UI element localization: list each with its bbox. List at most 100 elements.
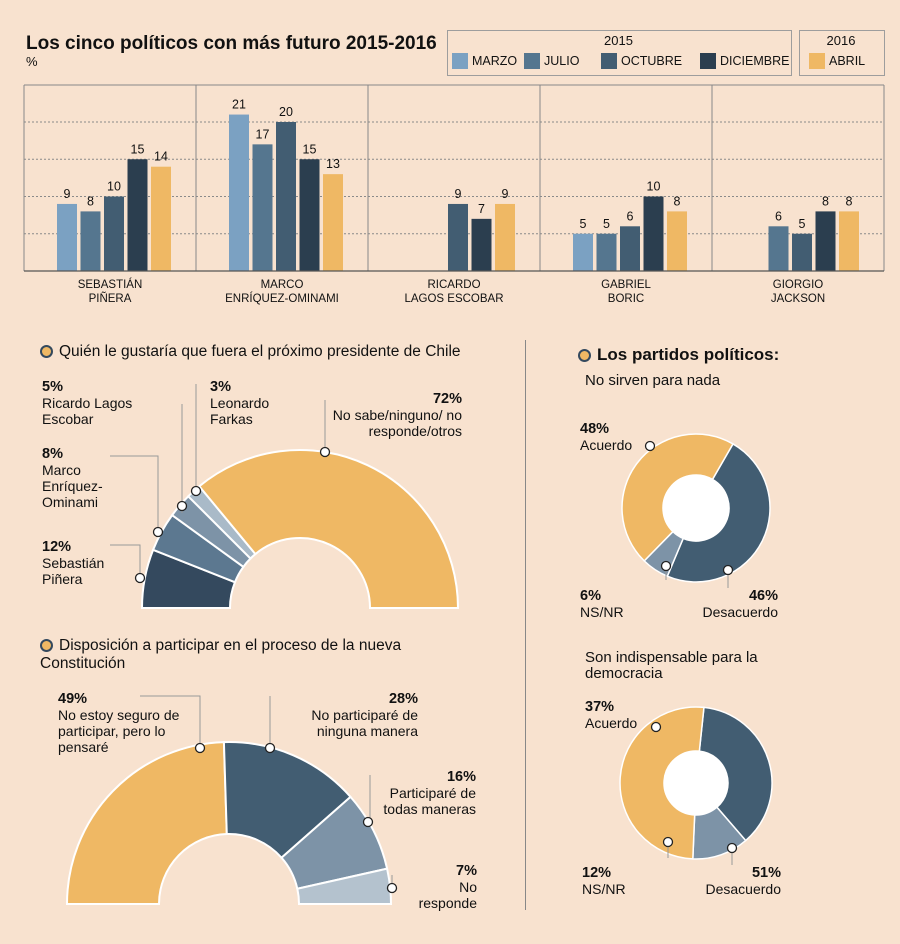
bar-value-label: 5 [580, 217, 587, 231]
legend-swatch [601, 53, 617, 69]
bar [792, 233, 812, 271]
bar-value-label: 17 [256, 127, 270, 141]
donut2-label-nsnr: 12% NS/NR [582, 865, 626, 897]
bar [643, 196, 664, 271]
legend-item-diciembre: DICIEMBRE [700, 53, 789, 69]
category-label: BORIC [608, 293, 644, 305]
unit-label: % [26, 54, 38, 69]
donut-no-sirven [621, 433, 771, 588]
callout-marker [644, 440, 656, 452]
bullet-icon [40, 345, 53, 359]
callout-marker [386, 882, 398, 894]
legend-item-octubre: OCTUBRE [601, 53, 682, 69]
partidos-title: Los partidos políticos: [578, 345, 779, 365]
callout-marker [662, 836, 674, 848]
callout-marker [190, 485, 202, 497]
bar-value-label: 14 [154, 150, 168, 164]
bar-value-label: 8 [822, 194, 829, 208]
callout-marker [722, 564, 734, 576]
bar [80, 211, 101, 271]
const-section-title: Disposición a participar en el proceso d… [40, 637, 402, 672]
const-label-noseguro: 49% No estoy seguro de participar, pero l… [58, 691, 180, 755]
legend-item-marzo: MARZO [452, 53, 517, 69]
legend-2016 [799, 30, 885, 76]
semi-donut-slice [197, 449, 460, 609]
const-label-noparticipare: 28% No participaré de ninguna manera [311, 691, 418, 739]
vertical-divider [525, 340, 526, 910]
bar [596, 233, 617, 271]
donut1-title: No sirven para nada [585, 372, 721, 389]
pres-section-title: Quién le gustaría que fuera el próximo p… [40, 343, 510, 361]
category-label: RICARDO [427, 279, 480, 291]
bar [323, 174, 343, 271]
bar [667, 211, 687, 271]
semi-donut-slice [222, 741, 352, 860]
legend-swatch [452, 53, 468, 69]
callout-marker [362, 816, 374, 828]
bar-value-label: 8 [87, 194, 94, 208]
category-label: MARCO [261, 279, 304, 291]
legend-swatch [524, 53, 540, 69]
bar [471, 218, 492, 271]
legend-swatch [700, 53, 716, 69]
bar [839, 211, 859, 271]
category-label: ENRÍQUEZ-OMINAMI [225, 292, 339, 305]
legend-year-2015: 2015 [604, 33, 633, 48]
bullet-icon [40, 639, 53, 653]
legend-swatch [809, 53, 825, 69]
callout-marker [264, 742, 276, 754]
bar-value-label: 13 [326, 157, 340, 171]
legend-2015 [447, 30, 792, 76]
bar-value-label: 9 [502, 187, 509, 201]
pres-label-meo: 8% Marco Enríquez-Ominami [42, 446, 103, 510]
legend-year-2016: 2016 [826, 33, 856, 48]
pres-label-lagos: 5% Ricardo Lagos Escobar [42, 379, 133, 427]
callout-marker [319, 446, 331, 458]
callout-marker [152, 526, 164, 538]
category-label: JACKSON [771, 293, 825, 305]
leader-line [110, 544, 141, 578]
bullet-icon [578, 349, 591, 363]
pres-semi-donut [110, 384, 460, 609]
pres-label-pinera: 12% Sebastián Piñera [42, 539, 105, 587]
donut-indispensable [619, 706, 773, 865]
bar [815, 211, 836, 271]
category-label: LAGOS ESCOBAR [404, 293, 503, 305]
callout-marker [176, 500, 188, 512]
donut1-label-nsnr: 6% NS/NR [580, 588, 624, 620]
bar [573, 233, 593, 271]
category-label: SEBASTIÁN [78, 278, 143, 291]
semi-donut-slice [296, 867, 393, 905]
donut-hole [664, 751, 728, 815]
bar-value-label: 8 [846, 194, 853, 208]
bar-value-label: 9 [64, 187, 71, 201]
donut2-label-acuerdo: 37% Acuerdo [585, 699, 638, 731]
bar-value-label: 6 [627, 209, 634, 223]
bar-value-label: 15 [303, 142, 317, 156]
bar-value-label: 10 [647, 180, 661, 194]
bar-value-label: 10 [107, 180, 121, 194]
const-label-noresponde: 7% No responde [418, 863, 477, 911]
donut2-title: Son indispensable para la democracia [585, 649, 758, 682]
category-label: PIÑERA [89, 292, 132, 305]
bar [57, 203, 77, 271]
callout-marker [660, 560, 672, 572]
const-label-participare: 16% Participaré de todas maneras [383, 769, 476, 817]
bar [276, 122, 296, 271]
bar-value-label: 6 [775, 209, 782, 223]
category-label: GABRIEL [601, 279, 651, 291]
callout-marker [194, 742, 206, 754]
bar [151, 166, 171, 271]
bar [768, 226, 789, 271]
callout-marker [650, 721, 662, 733]
pres-label-nosabe: 72% No sabe/ninguno/ no responde/otros [332, 391, 462, 439]
bar [252, 144, 273, 271]
bar-value-label: 7 [478, 202, 485, 216]
donut-hole [663, 475, 729, 541]
category-label: GIORGIO [773, 279, 824, 291]
callout-marker [726, 842, 738, 854]
bar-value-label: 8 [674, 194, 681, 208]
bar [229, 114, 249, 271]
bar [299, 159, 320, 271]
bar-value-label: 9 [455, 187, 462, 201]
